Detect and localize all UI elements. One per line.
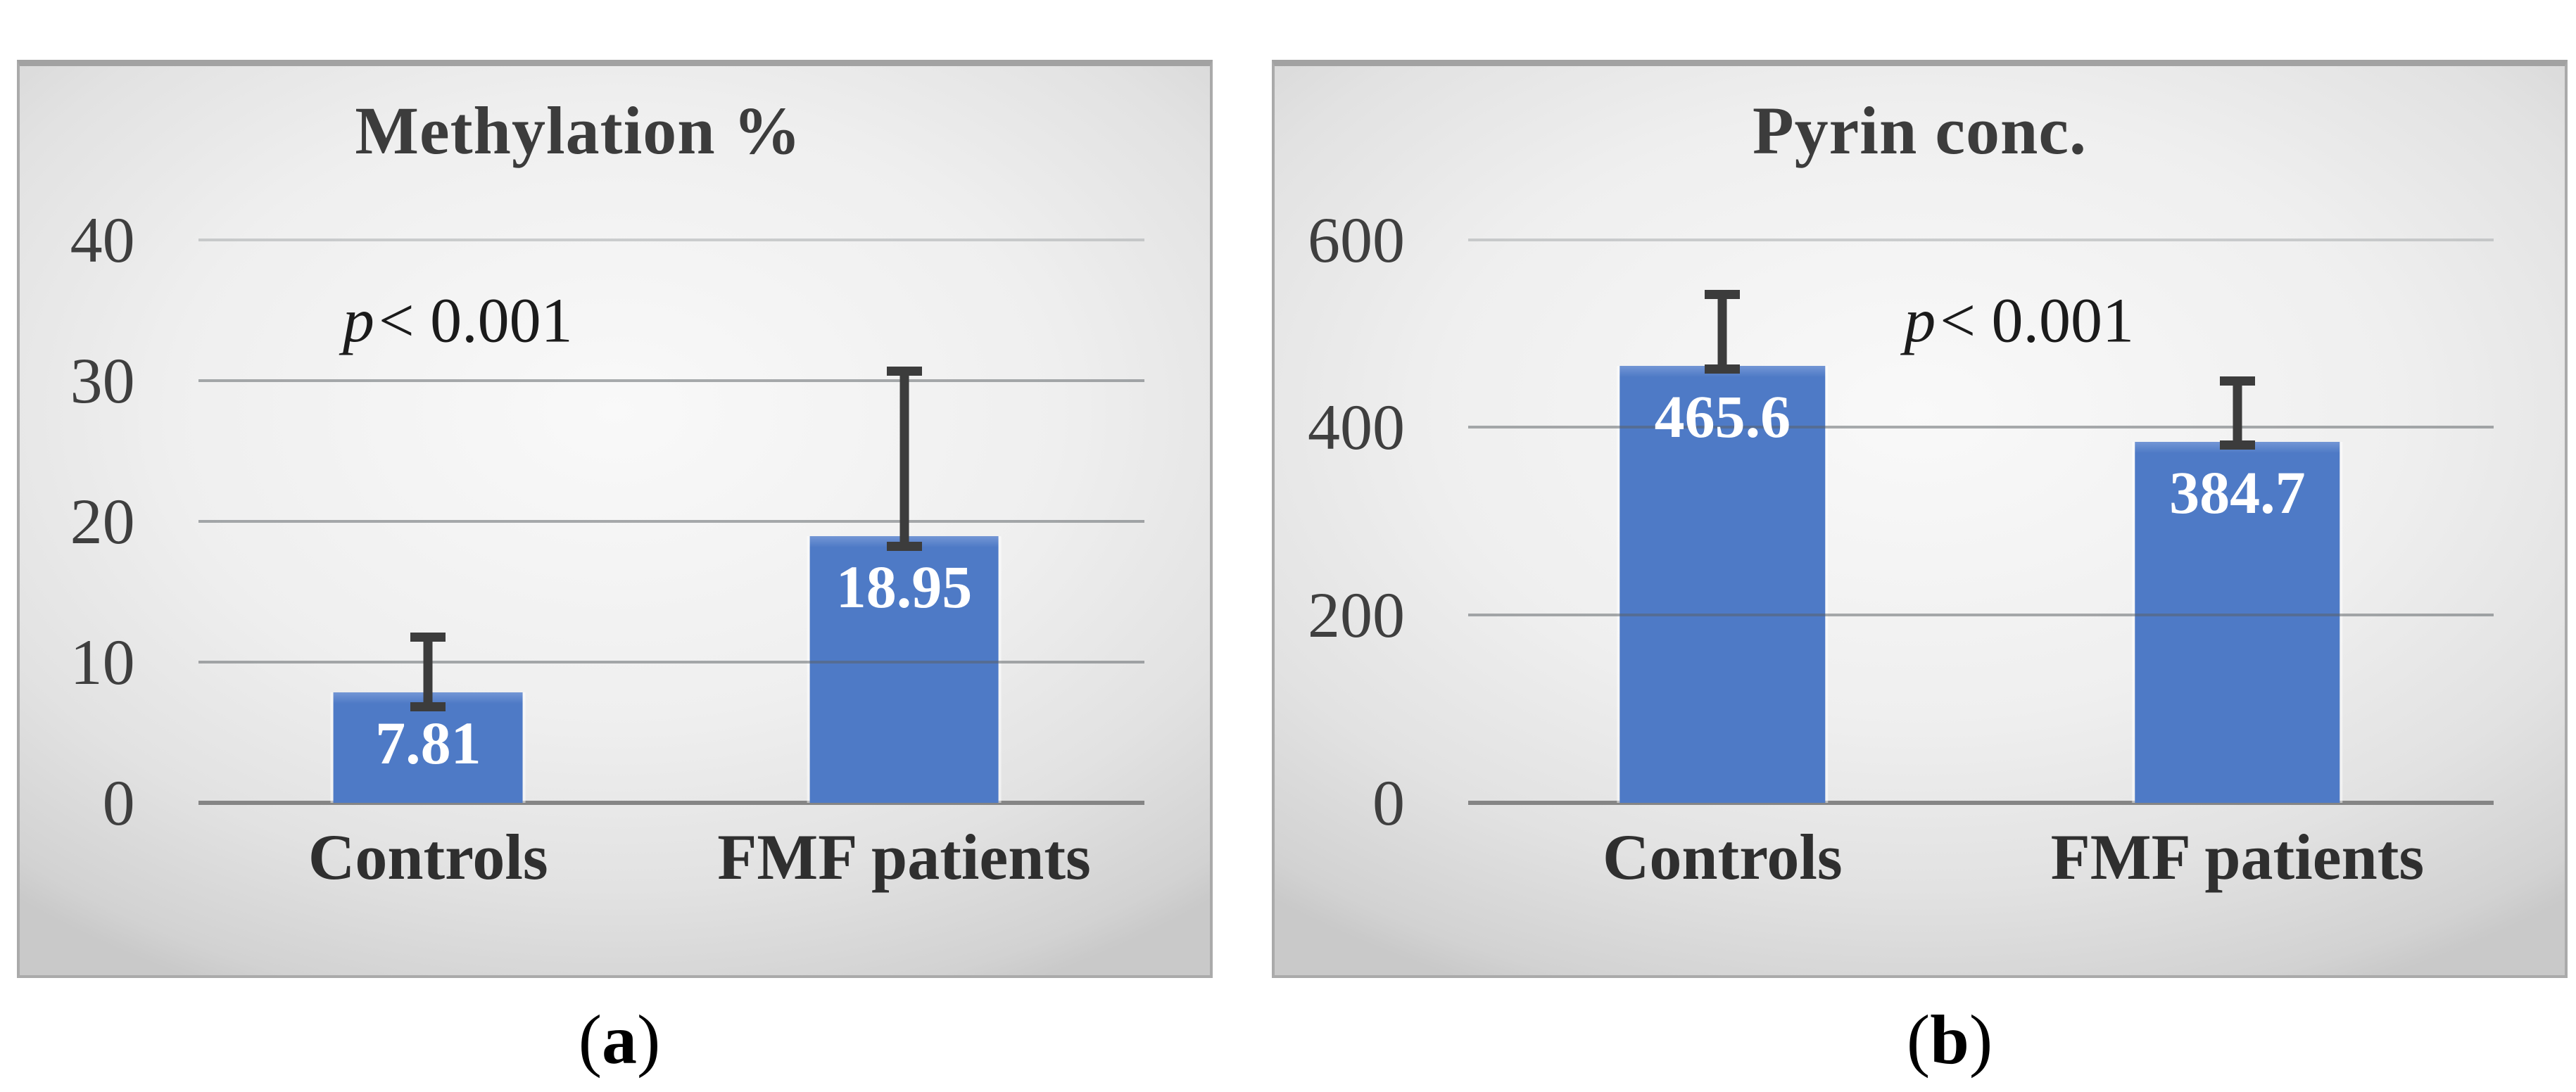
error-bar-cap-top — [1705, 290, 1741, 300]
x-axis-line — [1467, 800, 2494, 805]
caption-paren-close: ) — [1969, 1001, 1993, 1079]
chart-panel-methylation: Methylation % p< 0.001 7.81 18.95 40 30 20 1… — [17, 60, 1213, 978]
error-bar-cap-top — [2219, 376, 2255, 386]
category-label-controls: Controls — [1602, 821, 1843, 894]
error-bar-fmf-patients — [886, 366, 922, 551]
bar-fmf-patients — [809, 535, 999, 803]
error-bar-line — [2233, 380, 2242, 445]
caption-paren-close: ) — [637, 1001, 661, 1079]
category-label-fmf-patients: FMF patients — [717, 821, 1091, 894]
data-label-fmf-patients: 384.7 — [2169, 458, 2306, 526]
x-axis-line — [198, 800, 1144, 805]
caption-a: (a) — [579, 1005, 661, 1075]
y-tick-label-40: 40 — [70, 203, 135, 276]
bar-fmf-patients — [2135, 441, 2340, 803]
caption-letter: a — [602, 1001, 637, 1079]
error-bar-cap-bottom — [410, 701, 446, 711]
p-value-text: < 0.001 — [378, 286, 573, 356]
data-label-controls: 465.6 — [1654, 382, 1791, 450]
gridline-200 — [1467, 613, 2494, 616]
p-value-text: < 0.001 — [1940, 286, 2135, 356]
error-bar-controls — [1705, 290, 1741, 374]
error-bar-fmf-patients — [2219, 376, 2255, 450]
y-tick-label-0: 0 — [102, 766, 135, 839]
gridline-30 — [198, 379, 1144, 382]
data-label-controls: 7.81 — [375, 709, 481, 777]
y-tick-label-600: 600 — [1307, 203, 1405, 276]
category-label-controls: Controls — [308, 821, 548, 894]
p-symbol: p — [1904, 286, 1936, 356]
y-tick-label-400: 400 — [1307, 391, 1405, 464]
chart-title: Pyrin conc. — [1753, 93, 2087, 168]
gridline-10 — [198, 660, 1144, 664]
p-value-annotation: p< 0.001 — [1904, 284, 2134, 357]
gridline-400 — [1467, 426, 2494, 429]
caption-paren-open: ( — [1906, 1001, 1931, 1079]
plot-area: 465.6 384.7 — [1467, 238, 2494, 805]
error-bar-line — [1717, 294, 1727, 369]
error-bar-cap-top — [886, 366, 922, 376]
category-label-fmf-patients: FMF patients — [2050, 821, 2425, 894]
error-bar-line — [423, 636, 433, 707]
gridline-40 — [198, 238, 1144, 241]
y-tick-label-20: 20 — [70, 485, 135, 557]
chart-title: Methylation % — [355, 93, 802, 168]
chart-panel-pyrin: Pyrin conc. p< 0.001 465.6 384.7 600 400 20… — [1272, 60, 2568, 978]
error-bar-cap-bottom — [2219, 440, 2255, 450]
error-bar-line — [899, 370, 909, 547]
data-label-fmf-patients: 18.95 — [835, 552, 973, 621]
error-bar-cap-top — [410, 632, 446, 642]
y-tick-label-0: 0 — [1372, 766, 1405, 839]
caption-b: (b) — [1907, 1005, 1993, 1075]
error-bar-cap-bottom — [886, 541, 922, 551]
y-tick-label-200: 200 — [1307, 578, 1405, 651]
gridline-20 — [198, 519, 1144, 523]
y-tick-label-10: 10 — [70, 626, 135, 698]
plot-area: 7.81 18.95 — [198, 238, 1144, 805]
error-bar-cap-bottom — [1705, 364, 1741, 374]
p-symbol: p — [342, 286, 374, 356]
error-bar-controls — [410, 632, 446, 711]
bar-controls — [1620, 365, 1826, 803]
p-value-annotation: p< 0.001 — [343, 284, 573, 357]
caption-letter: b — [1930, 1001, 1969, 1079]
y-tick-label-30: 30 — [70, 344, 135, 417]
caption-paren-open: ( — [578, 1001, 602, 1079]
gridline-600 — [1467, 238, 2494, 241]
